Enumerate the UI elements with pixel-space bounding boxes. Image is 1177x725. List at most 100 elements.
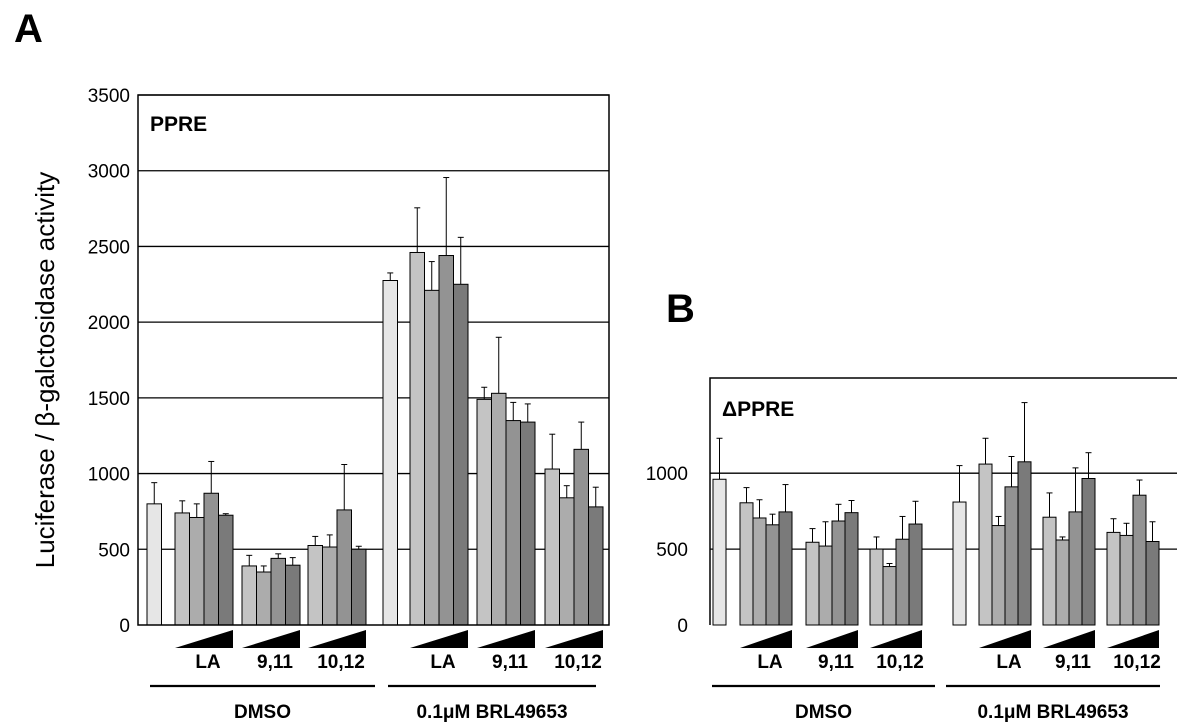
- panel-a-chart: 0 500 1000 1500 2000 2500 3000 3500 PPRE LA 9,11…: [88, 86, 610, 723]
- bar: [285, 564, 301, 626]
- bar: [409, 251, 425, 626]
- panel-a-letter: A: [14, 7, 43, 51]
- dose-wedge: [242, 630, 300, 648]
- panel-a-error-bars: [151, 177, 599, 572]
- y-tick-label: 1000: [646, 464, 688, 485]
- bar: [739, 502, 754, 626]
- dose-wedge: [308, 630, 366, 648]
- bar: [844, 512, 859, 626]
- panel-a-bars: [146, 251, 604, 626]
- category-label: 10,12: [876, 652, 924, 673]
- bar: [978, 463, 993, 626]
- y-tick-label: 2000: [88, 313, 130, 334]
- bar: [351, 548, 367, 626]
- category-label: 9,11: [257, 652, 293, 673]
- dose-wedge: [870, 630, 922, 648]
- y-tick-label: 0: [119, 616, 130, 637]
- panel-b-inset-label: ΔPPRE: [722, 398, 794, 421]
- bar: [1145, 541, 1160, 626]
- bar: [1017, 461, 1032, 626]
- bar: [1068, 511, 1083, 626]
- category-label: LA: [757, 652, 783, 673]
- bar: [382, 280, 398, 626]
- dose-wedge: [545, 630, 603, 648]
- bar: [712, 478, 727, 626]
- panel-a-y-tick-labels: 0 500 1000 1500 2000 2500 3000 3500: [88, 86, 130, 637]
- bar: [146, 503, 162, 626]
- category-label: 10,12: [1113, 652, 1161, 673]
- bar: [908, 523, 923, 626]
- bar: [588, 506, 604, 626]
- bar: [174, 512, 190, 626]
- group-label: DMSO: [234, 702, 291, 723]
- bar: [453, 283, 469, 626]
- bar: [476, 398, 492, 626]
- bar: [270, 557, 286, 626]
- bar: [952, 501, 967, 626]
- panel-b-plot-frame: [709, 377, 1177, 625]
- panel-b-y-tick-labels: 0 500 1000: [646, 464, 688, 637]
- dose-wedge: [1107, 630, 1159, 648]
- panel-a-gridlines: [138, 94, 609, 550]
- panel-a-category-labels: LA 9,11 10,12 LA 9,11 10,12: [195, 652, 601, 673]
- bar: [218, 514, 234, 626]
- category-label: LA: [195, 652, 221, 673]
- dose-wedge: [806, 630, 858, 648]
- category-label: 9,11: [492, 652, 528, 673]
- bar: [1132, 494, 1147, 626]
- bar: [818, 545, 833, 626]
- bar: [505, 420, 521, 626]
- bar: [778, 511, 793, 626]
- bar: [882, 566, 897, 626]
- dose-wedge: [175, 630, 233, 648]
- bar: [520, 421, 536, 626]
- y-tick-label: 2500: [88, 237, 130, 258]
- panel-b-error-bars: [716, 402, 1156, 567]
- bar: [805, 541, 820, 626]
- bar: [424, 289, 440, 626]
- group-label: DMSO: [795, 702, 852, 723]
- group-label: 0.1μM BRL49653: [416, 702, 567, 723]
- category-label: LA: [430, 652, 456, 673]
- category-label: 9,11: [818, 652, 854, 673]
- bar: [203, 492, 219, 626]
- dose-wedge: [979, 630, 1031, 648]
- y-tick-label: 500: [98, 540, 130, 561]
- bar: [544, 468, 560, 626]
- y-tick-label: 1000: [88, 465, 130, 486]
- bar: [438, 255, 454, 626]
- bar: [241, 565, 257, 626]
- bar: [831, 520, 846, 626]
- y-axis-label: Luciferase / β-galctosidase activity: [30, 172, 60, 568]
- bar: [1106, 531, 1121, 626]
- panel-a-dose-wedges: [175, 630, 603, 648]
- group-label: 0.1μM BRL49653: [977, 702, 1128, 723]
- bar: [1004, 486, 1019, 626]
- bar: [559, 497, 575, 626]
- panel-a-inset-label: PPRE: [150, 113, 207, 136]
- panel-b-chart: 0 500 1000 ΔPPRE LA 9,11 10,12 LA 9,11 10,12 DM…: [646, 377, 1177, 723]
- category-label: 9,11: [1055, 652, 1091, 673]
- bar: [1119, 534, 1134, 626]
- dose-wedge: [410, 630, 468, 648]
- bar: [189, 516, 205, 626]
- bar: [336, 509, 352, 626]
- panel-b-dose-wedges: [740, 630, 1159, 648]
- bar: [1081, 478, 1096, 626]
- y-tick-label: 0: [677, 616, 688, 637]
- panel-a-plot-frame: [137, 94, 610, 626]
- bar: [991, 525, 1006, 626]
- dose-wedge: [477, 630, 535, 648]
- y-tick-label: 3000: [88, 162, 130, 183]
- y-tick-label: 1500: [88, 389, 130, 410]
- dose-wedge: [1043, 630, 1095, 648]
- category-label: 10,12: [317, 652, 365, 673]
- y-tick-label: 3500: [88, 86, 130, 107]
- bar: [322, 546, 338, 626]
- bar: [895, 538, 910, 626]
- dose-wedge: [740, 630, 792, 648]
- panel-b-letter: B: [666, 287, 695, 331]
- bar: [765, 524, 780, 626]
- panel-b-bars: [712, 461, 1160, 626]
